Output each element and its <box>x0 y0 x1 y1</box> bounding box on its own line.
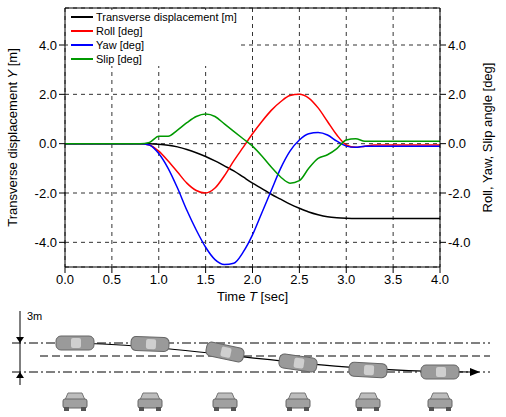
svg-text:-2.0: -2.0 <box>35 186 57 201</box>
svg-text:2.0: 2.0 <box>243 272 261 287</box>
svg-text:Time T [sec]: Time T [sec] <box>217 289 288 304</box>
svg-text:Roll, Yaw, Slip angle [deg]: Roll, Yaw, Slip angle [deg] <box>480 63 495 213</box>
svg-text:1.5: 1.5 <box>197 272 215 287</box>
svg-text:1.0: 1.0 <box>150 272 168 287</box>
svg-text:4.0: 4.0 <box>431 272 449 287</box>
svg-text:-2.0: -2.0 <box>448 186 470 201</box>
svg-text:2.0: 2.0 <box>39 87 57 102</box>
svg-text:-4.0: -4.0 <box>448 235 470 250</box>
svg-text:0.0: 0.0 <box>56 272 74 287</box>
svg-text:2.5: 2.5 <box>290 272 308 287</box>
svg-text:3.5: 3.5 <box>384 272 402 287</box>
svg-text:3m: 3m <box>27 310 42 322</box>
svg-text:3.0: 3.0 <box>337 272 355 287</box>
svg-text:0.0: 0.0 <box>448 136 466 151</box>
html-text:Slip [deg]: Slip [deg] <box>96 53 142 65</box>
svg-text:4.0: 4.0 <box>39 38 57 53</box>
svg-text:Transverse displacement Y [m]: Transverse displacement Y [m] <box>5 48 20 227</box>
html-text:Roll [deg]: Roll [deg] <box>96 25 143 37</box>
svg-text:0.0: 0.0 <box>39 136 57 151</box>
svg-text:4.0: 4.0 <box>448 38 466 53</box>
html-text:Transverse displacement [m]: Transverse displacement [m] <box>96 11 237 23</box>
svg-text:-4.0: -4.0 <box>35 235 57 250</box>
svg-text:0.5: 0.5 <box>103 272 121 287</box>
svg-text:2.0: 2.0 <box>448 87 466 102</box>
html-text:Yaw [deg]: Yaw [deg] <box>96 39 145 51</box>
